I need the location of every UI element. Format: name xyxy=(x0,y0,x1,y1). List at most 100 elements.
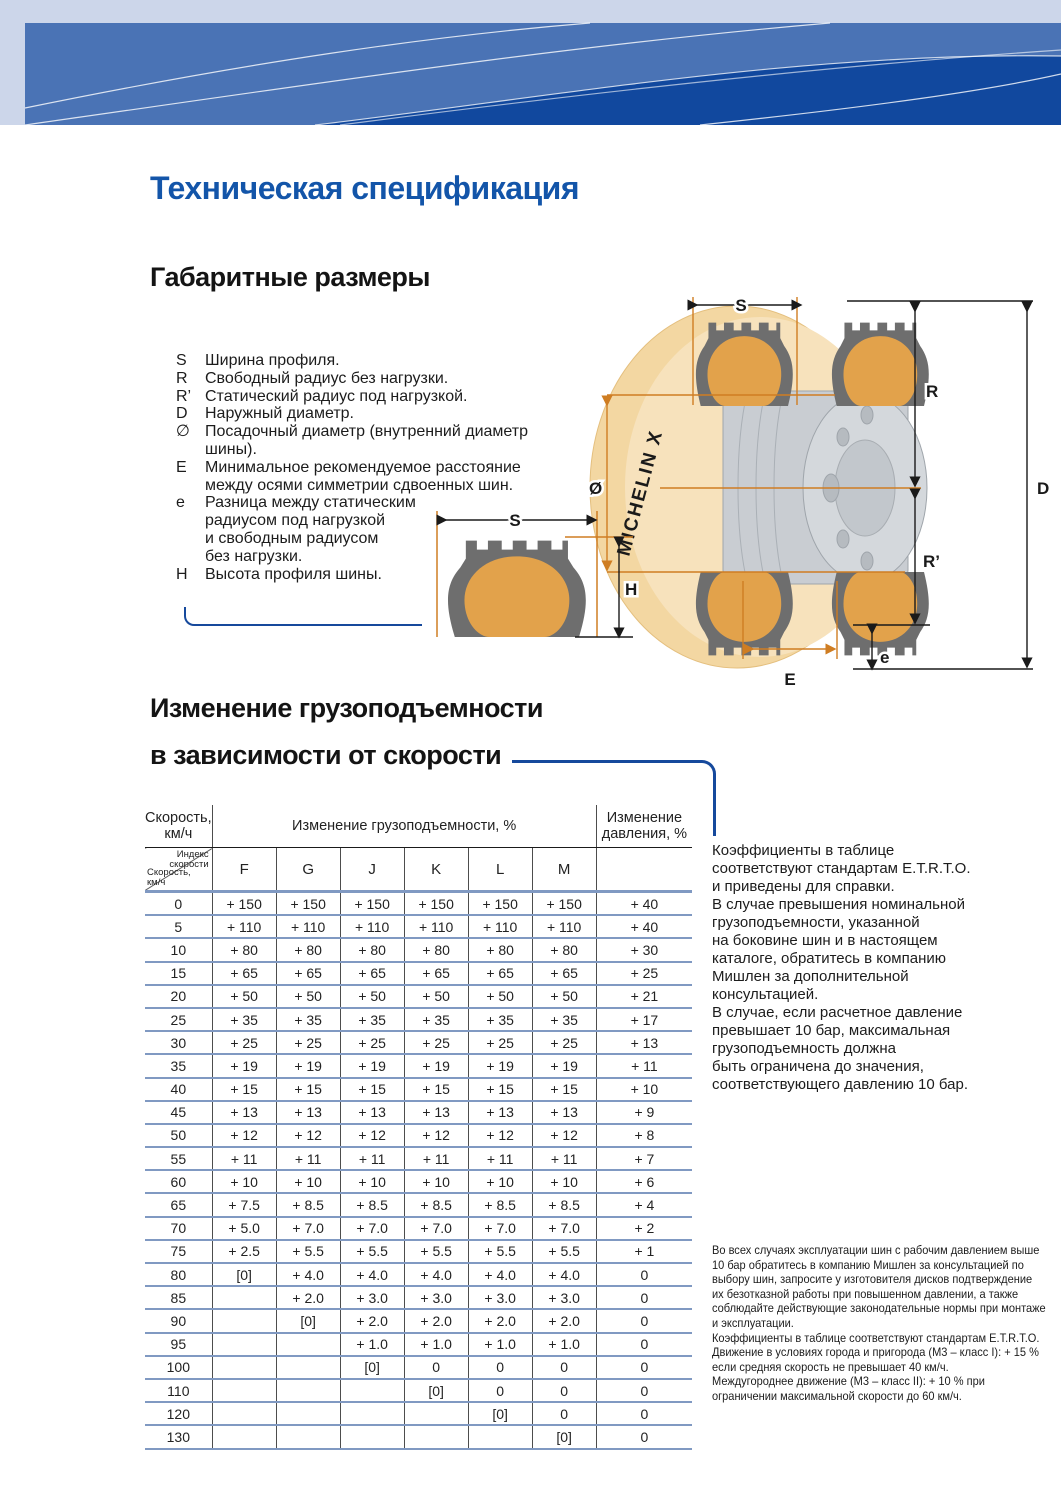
table-row: 45 + 13 + 13 + 13 + 13 + 13 + 13 + 9 xyxy=(145,1100,693,1124)
table-row: 100 [0] 0 0 0 0 xyxy=(145,1355,693,1379)
note-line: быть ограничена до значения, xyxy=(712,1058,924,1075)
pressure-cell: 0 xyxy=(595,1286,693,1310)
pressure-cell: + 40 xyxy=(595,915,693,939)
pressure-cell: + 25 xyxy=(595,961,693,985)
legend-connector-line xyxy=(184,607,422,626)
value-cell: 0 xyxy=(531,1402,597,1426)
value-cell: + 150 xyxy=(403,891,469,916)
value-cell: + 10 xyxy=(531,1170,597,1194)
note-line: грузоподъемности, указанной xyxy=(712,914,920,931)
value-cell: + 10 xyxy=(275,1170,341,1194)
dim-label-d: D xyxy=(1037,479,1049,498)
corner-label-speed: Скорость, км/ч xyxy=(147,867,191,888)
value-cell: + 2.5 xyxy=(211,1239,277,1263)
value-cell: + 65 xyxy=(531,961,597,985)
value-cell: + 150 xyxy=(531,891,597,916)
legend-symbol: E xyxy=(176,458,187,476)
value-cell: + 80 xyxy=(403,938,469,962)
corner-cell: Индекс скорости Скорость, км/ч xyxy=(145,847,213,892)
value-cell xyxy=(211,1378,277,1403)
speed-cell: 45 xyxy=(170,1104,187,1121)
value-cell: + 150 xyxy=(211,891,277,916)
legend-item: R’ Статический радиус под нагрузкой. xyxy=(176,388,576,406)
value-cell: + 25 xyxy=(531,1031,597,1055)
note-line: 10 бар обратитесь в компанию Мишлен за к… xyxy=(712,1257,1024,1272)
dim-label-rim-dia: Ø xyxy=(589,479,602,498)
legend-text: Наружный диаметр. xyxy=(205,405,354,423)
pressure-cell: + 4 xyxy=(595,1193,693,1217)
speed-cell: 120 xyxy=(166,1405,190,1422)
speed-index-header: K xyxy=(403,847,469,892)
profile-black-lines xyxy=(436,514,633,639)
value-cell: [0] xyxy=(403,1378,469,1403)
value-cell xyxy=(403,1425,469,1449)
note-line: соответствующего давлению 10 бар. xyxy=(712,1076,969,1093)
speed-index-header: J xyxy=(339,847,405,892)
value-cell xyxy=(275,1425,341,1449)
value-cell: + 80 xyxy=(275,938,341,962)
value-cell: 0 xyxy=(467,1355,533,1379)
note-line: соблюдайте действующие законодательные н… xyxy=(712,1301,1046,1316)
value-cell xyxy=(339,1425,405,1449)
value-cell: + 7.0 xyxy=(403,1216,469,1240)
black-dimension-lines xyxy=(687,299,1033,671)
value-cell: + 7.5 xyxy=(211,1193,277,1217)
table-row: 65 + 7.5 + 8.5 + 8.5 + 8.5 + 8.5 + 8.5 + 4 xyxy=(145,1193,693,1217)
value-cell: + 5.0 xyxy=(211,1216,277,1240)
note-line: В случае, если расчетное давление xyxy=(712,1004,963,1021)
speed-cell: 55 xyxy=(170,1150,187,1167)
value-cell: + 10 xyxy=(403,1170,469,1194)
value-cell: [0] xyxy=(211,1263,277,1287)
legend-item: S Ширина профиля. xyxy=(176,352,576,370)
value-cell: + 13 xyxy=(467,1100,533,1124)
value-cell xyxy=(275,1355,341,1379)
value-cell: + 11 xyxy=(467,1147,533,1171)
speed-cell: 100 xyxy=(166,1359,190,1376)
value-cell: + 35 xyxy=(211,1007,277,1032)
table-row: 50 + 12 + 12 + 12 + 12 + 12 + 12 + 8 xyxy=(145,1123,693,1148)
speed-column-header: Скорость, км/ч xyxy=(145,805,213,848)
value-cell: + 2.0 xyxy=(403,1309,469,1333)
value-cell: + 7.0 xyxy=(275,1216,341,1240)
dual-wheel-diagram: S R R’ D Ø E e MICHELIN X xyxy=(587,294,1051,691)
table-row: 30 + 25 + 25 + 25 + 25 + 25 + 25 + 13 xyxy=(145,1031,693,1055)
value-cell: + 19 xyxy=(531,1054,597,1078)
value-cell: + 25 xyxy=(211,1031,277,1055)
value-cell: + 3.0 xyxy=(339,1286,405,1310)
value-cell: + 4.0 xyxy=(275,1263,341,1287)
value-cell xyxy=(211,1355,277,1379)
value-cell: + 12 xyxy=(467,1123,533,1148)
speed-cell: 5 xyxy=(174,918,183,935)
value-cell: [0] xyxy=(467,1402,533,1426)
legend-symbol: R xyxy=(176,369,188,387)
value-cell: + 3.0 xyxy=(531,1286,597,1310)
speed-cell: 95 xyxy=(170,1336,187,1353)
note-usage-conditions: Во всех случаях эксплуатации шин с рабоч… xyxy=(712,1243,1061,1404)
speed-cell: 15 xyxy=(170,965,187,982)
note-line: если средняя скорость не превышает 40 км… xyxy=(712,1359,949,1374)
title-callout-line xyxy=(512,760,716,836)
tire-profile-shape xyxy=(447,540,586,637)
value-cell: + 1.0 xyxy=(467,1332,533,1356)
corner-label-index: Индекс скорости xyxy=(169,849,209,870)
value-cell: [0] xyxy=(339,1355,405,1379)
legend-text: Свободный радиус без нагрузки. xyxy=(205,369,449,387)
pressure-cell: + 7 xyxy=(595,1147,693,1171)
value-cell: + 110 xyxy=(531,915,597,939)
dimension-legend: S Ширина профиля. R Свободный радиус без на… xyxy=(176,352,576,583)
value-cell xyxy=(211,1309,277,1333)
pressure-cell: + 9 xyxy=(595,1100,693,1124)
value-cell: + 35 xyxy=(467,1007,533,1032)
table-row: 0 + 150 + 150 + 150 + 150 + 150 + 150 + 40 xyxy=(145,891,693,916)
value-cell: + 10 xyxy=(339,1170,405,1194)
value-cell: + 15 xyxy=(275,1077,341,1101)
note-line: В случае превышения номинальной xyxy=(712,896,965,913)
table-row: 130 [0] 0 xyxy=(145,1425,693,1449)
value-cell: + 65 xyxy=(275,961,341,985)
pressure-cell: 0 xyxy=(595,1425,693,1449)
value-cell: + 15 xyxy=(339,1077,405,1101)
speed-cell: 20 xyxy=(170,988,187,1005)
legend-text: Минимальное рекомендуемое расстояние меж… xyxy=(205,458,521,494)
value-cell: + 110 xyxy=(339,915,405,939)
